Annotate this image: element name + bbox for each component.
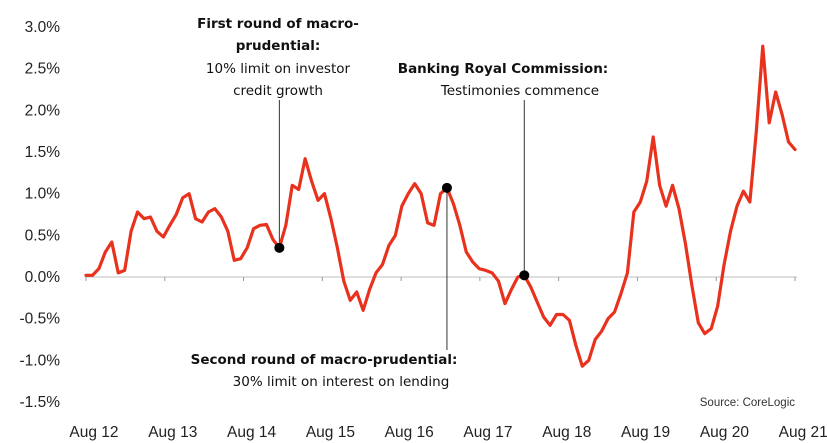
event-marker bbox=[519, 270, 530, 281]
annotation-second-round: Second round of macro-prudential: 30% li… bbox=[191, 352, 458, 390]
annotation-royal-commission: Banking Royal Commission: Testimonies co… bbox=[398, 61, 608, 99]
annotation-first-round-title-2: prudential: bbox=[236, 38, 321, 54]
x-tick-label: Aug 14 bbox=[227, 424, 277, 441]
y-tick-label: 1.0% bbox=[25, 186, 61, 203]
event-marker bbox=[274, 242, 285, 253]
y-tick-label: 0.0% bbox=[25, 269, 61, 286]
y-tick-label: 3.0% bbox=[25, 19, 61, 36]
y-tick-label: 2.0% bbox=[25, 102, 61, 119]
x-tick-label: Aug 20 bbox=[700, 424, 750, 441]
annotation-first-round-line-2: credit growth bbox=[233, 83, 323, 99]
x-tick-label: Aug 18 bbox=[542, 424, 591, 441]
series-line bbox=[84, 44, 797, 368]
y-tick-label: 1.5% bbox=[25, 144, 61, 161]
y-axis: 3.0% 2.5% 2.0% 1.5% 1.0% 0.5% 0.0% -0.5% -1.0% -1… bbox=[20, 19, 61, 411]
x-axis-tick-marks bbox=[85, 276, 797, 281]
x-tick-label: Aug 21 bbox=[779, 424, 827, 441]
event-marker bbox=[441, 182, 452, 193]
annotation-second-round-title: Second round of macro-prudential: bbox=[191, 352, 458, 368]
annotation-first-round: First round of macro- prudential: 10% li… bbox=[197, 16, 359, 99]
y-tick-label: 0.5% bbox=[25, 227, 61, 244]
y-tick-label: -1.0% bbox=[20, 352, 61, 369]
x-tick-label: Aug 13 bbox=[148, 424, 197, 441]
x-axis: Aug 12 Aug 13 Aug 14 Aug 15 Aug 16 Aug 17 Aug … bbox=[69, 424, 827, 441]
x-tick-label: Aug 16 bbox=[385, 424, 434, 441]
y-tick-label: -1.5% bbox=[20, 394, 61, 411]
annotation-first-round-title-1: First round of macro- bbox=[197, 16, 359, 32]
x-tick-label: Aug 19 bbox=[621, 424, 670, 441]
annotation-second-round-line-1: 30% limit on interest on lending bbox=[233, 374, 450, 390]
x-tick-label: Aug 15 bbox=[306, 424, 355, 441]
annotation-leader-lines bbox=[278, 100, 525, 350]
x-tick-label: Aug 17 bbox=[463, 424, 512, 441]
x-tick-label: Aug 12 bbox=[69, 424, 118, 441]
y-tick-label: -0.5% bbox=[20, 311, 61, 328]
annotation-royal-commission-title: Banking Royal Commission: bbox=[398, 61, 608, 77]
annotation-first-round-line-1: 10% limit on investor bbox=[206, 61, 351, 77]
y-tick-label: 2.5% bbox=[25, 61, 61, 78]
source-note: Source: CoreLogic bbox=[700, 397, 795, 409]
annotation-royal-commission-line-1: Testimonies commence bbox=[440, 83, 599, 99]
event-markers bbox=[274, 182, 530, 281]
